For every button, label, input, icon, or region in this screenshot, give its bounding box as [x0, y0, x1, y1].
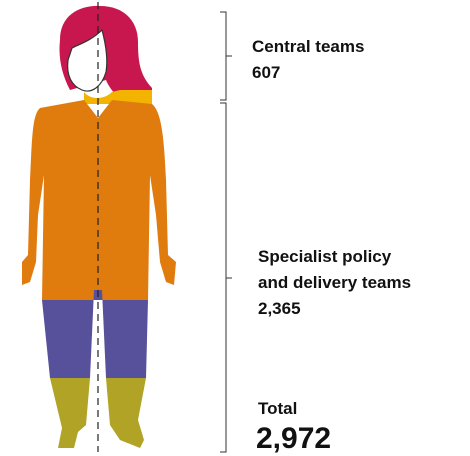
body [22, 100, 176, 300]
group-label: Central teams [252, 37, 364, 56]
group-label: Specialist policy [258, 247, 392, 266]
total-value: 2,972 [256, 422, 331, 455]
figure [22, 2, 176, 452]
pants [42, 290, 148, 378]
bracket [220, 103, 232, 452]
brackets [220, 12, 232, 452]
total-label: Total [258, 399, 297, 418]
infographic: Central teams 607 Specialist policy and … [0, 0, 470, 456]
group-value: 607 [252, 63, 280, 82]
bracket [220, 12, 232, 100]
group-value: 2,365 [258, 299, 301, 318]
page: Central teams 607 Specialist policy and … [0, 0, 470, 456]
group-label: and delivery teams [258, 273, 411, 292]
